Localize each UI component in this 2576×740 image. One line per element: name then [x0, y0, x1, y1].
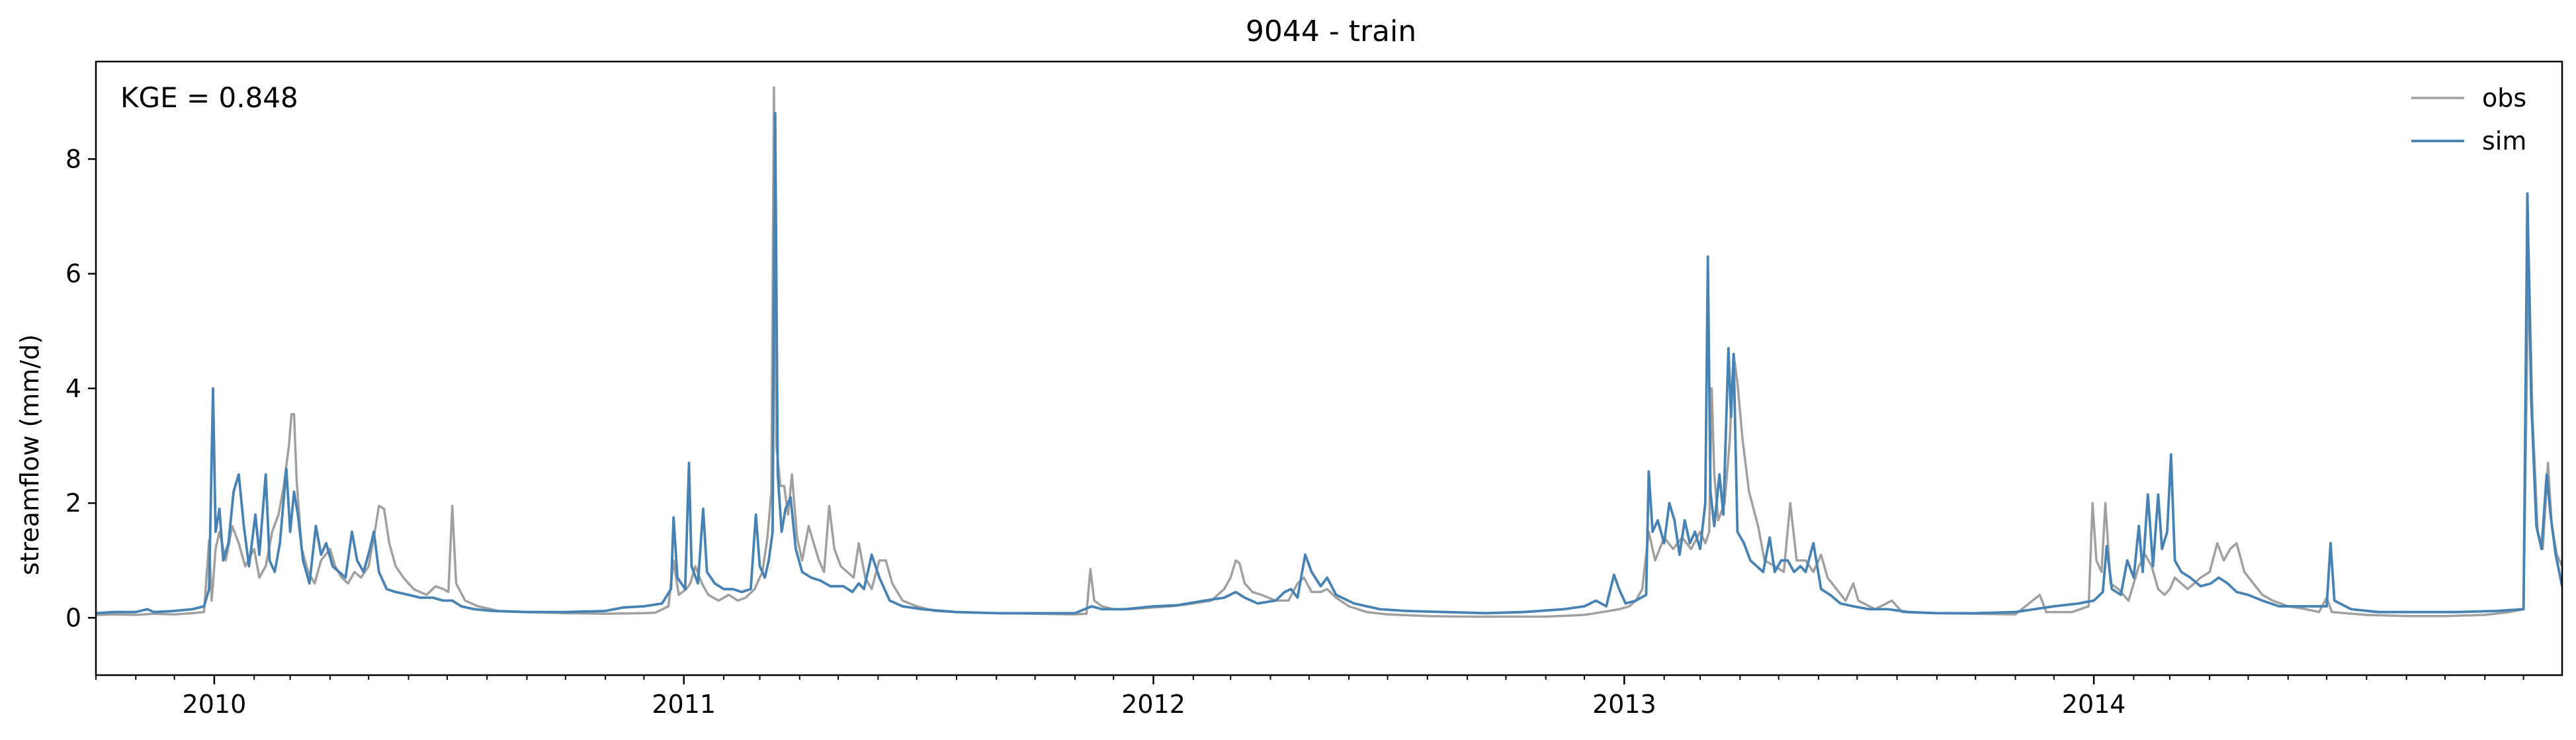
y-tick-label: 0 [65, 603, 81, 632]
x-tick-label: 2014 [2062, 690, 2126, 719]
y-tick-label: 4 [65, 374, 81, 403]
y-tick-label: 6 [65, 259, 81, 289]
legend-label-obs: obs [2482, 83, 2526, 113]
plot-frame [95, 60, 2563, 676]
y-axis-label: streamflow (mm/d) [15, 334, 44, 575]
axes-ticks: 0 2 4 6 8 2010 2011 2012 2013 2014 [65, 144, 2524, 719]
x-tick-label: 2010 [183, 690, 247, 719]
y-tick-label: 8 [65, 144, 81, 173]
chart-title: 9044 - train [1246, 15, 1416, 48]
x-tick-label: 2013 [1592, 690, 1656, 719]
y-tick-label: 2 [65, 488, 81, 518]
kge-annotation: KGE = 0.848 [120, 81, 298, 114]
series-line-sim [96, 112, 2562, 615]
plot-area [96, 86, 2562, 618]
x-tick-label: 2012 [1121, 690, 1185, 719]
x-tick-label: 2011 [652, 690, 716, 719]
legend: obs sim [2411, 83, 2526, 156]
series-line-obs [96, 86, 2562, 618]
legend-label-sim: sim [2482, 126, 2526, 156]
